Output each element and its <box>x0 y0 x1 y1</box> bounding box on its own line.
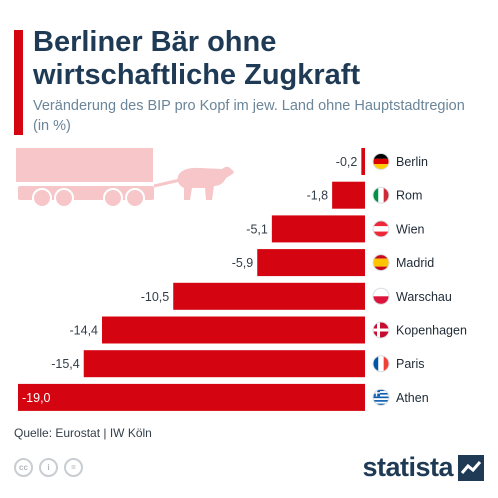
chart-title: Berliner Bär ohne wirtschaftliche Zugkra… <box>33 26 361 91</box>
statista-mark-icon <box>458 454 484 481</box>
bar-warschau <box>173 282 365 310</box>
category-label: Berlin <box>396 155 428 169</box>
category-label: Madrid <box>396 256 434 270</box>
statista-logo[interactable]: statista <box>362 452 484 483</box>
flag-denmark-icon <box>372 321 390 339</box>
flag-spain-icon <box>372 254 390 272</box>
chart-subtitle: Veränderung des BIP pro Kopf im jew. Lan… <box>33 98 465 134</box>
harness-icon <box>153 178 181 188</box>
flag-italy-icon <box>372 186 390 204</box>
by-icon[interactable]: i <box>39 458 58 477</box>
category-label: Kopenhagen <box>396 324 467 338</box>
flag-france-icon <box>372 355 390 373</box>
wheel-icon <box>125 188 145 208</box>
category-label: Athen <box>396 391 429 405</box>
category-label: Rom <box>396 189 422 203</box>
value-label: -0,2 <box>336 155 358 169</box>
wheel-icon <box>103 188 123 208</box>
nd-icon[interactable]: = <box>64 458 83 477</box>
bar-berlin <box>361 148 365 175</box>
flag-austria-icon <box>372 220 390 238</box>
bar-athen <box>18 383 365 411</box>
brand-name: statista <box>362 452 453 482</box>
value-label: -19,0 <box>22 391 51 405</box>
bear-cart-illustration <box>16 148 234 208</box>
category-label: Warschau <box>396 290 452 304</box>
bar-paris <box>83 350 365 378</box>
bar-kopenhagen <box>102 316 365 344</box>
value-label: -10,5 <box>141 290 170 304</box>
bar-chart: -0,2 Berlin -1,8 Rom -5,1 Wien -5,9 Madrid -10,5… <box>16 148 467 411</box>
source-note: Quelle: Eurostat | IW Köln <box>14 426 152 440</box>
wheel-icon <box>32 188 52 208</box>
flag-greece-icon <box>372 388 390 406</box>
value-label: -15,4 <box>51 357 80 371</box>
bar-rom <box>332 181 365 209</box>
cc-icon[interactable]: cc <box>14 458 33 477</box>
bar-wien <box>271 215 365 243</box>
title-accent-bar <box>14 30 23 135</box>
value-label: -14,4 <box>70 324 99 338</box>
value-label: -1,8 <box>307 189 329 203</box>
wheel-icon <box>54 188 74 208</box>
flag-germany-icon <box>372 153 390 170</box>
value-label: -5,9 <box>232 256 254 270</box>
flag-poland-icon <box>372 287 390 305</box>
bar-madrid <box>257 249 365 277</box>
cart-load-icon <box>16 148 153 182</box>
bear-icon <box>177 166 234 200</box>
category-label: Paris <box>396 357 424 371</box>
license-icons: cc i = <box>14 458 83 477</box>
value-label: -5,1 <box>246 222 268 236</box>
category-label: Wien <box>396 222 425 236</box>
